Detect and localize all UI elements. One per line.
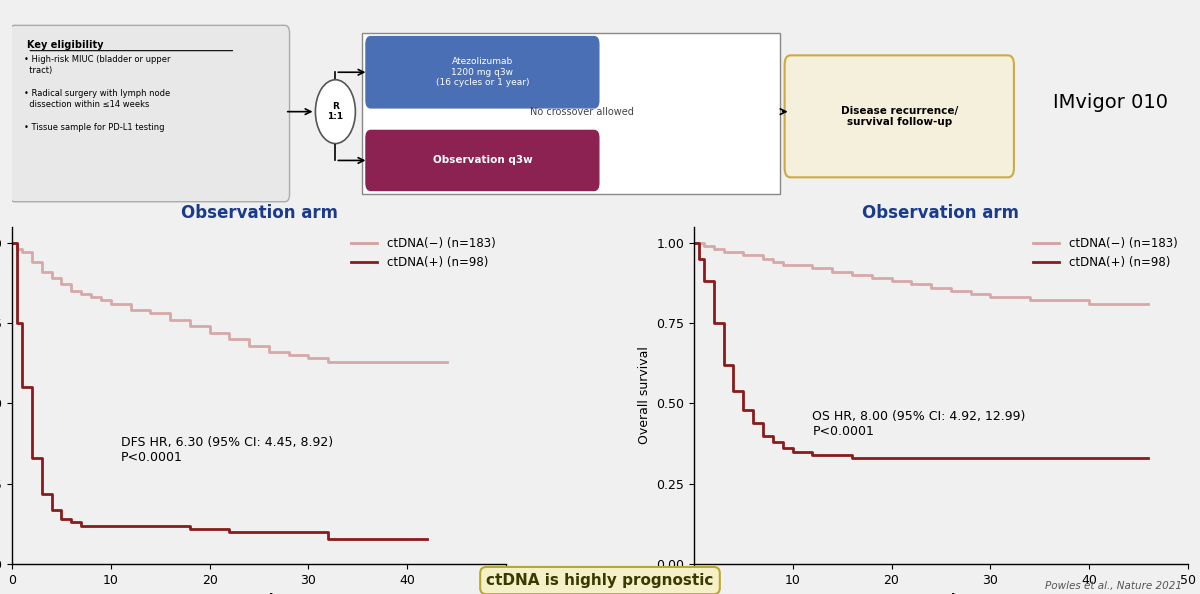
FancyBboxPatch shape <box>362 33 780 194</box>
Text: No crossover allowed: No crossover allowed <box>530 107 635 116</box>
Text: IMvigor 010: IMvigor 010 <box>1052 93 1168 112</box>
Text: ctDNA is highly prognostic: ctDNA is highly prognostic <box>486 573 714 588</box>
Text: OS HR, 8.00 (95% CI: 4.92, 12.99)
P<0.0001: OS HR, 8.00 (95% CI: 4.92, 12.99) P<0.00… <box>812 410 1026 438</box>
Text: R
1:1: R 1:1 <box>328 102 343 121</box>
Legend: ctDNA(−) (n=183), ctDNA(+) (n=98): ctDNA(−) (n=183), ctDNA(+) (n=98) <box>347 232 500 274</box>
Text: Atezolizumab
1200 mg q3w
(16 cycles or 1 year): Atezolizumab 1200 mg q3w (16 cycles or 1… <box>436 58 529 87</box>
FancyBboxPatch shape <box>785 55 1014 178</box>
FancyBboxPatch shape <box>366 131 599 191</box>
X-axis label: Months: Months <box>912 593 970 594</box>
Title: Observation arm: Observation arm <box>180 204 337 222</box>
Y-axis label: Overall survival: Overall survival <box>637 346 650 444</box>
Text: DFS HR, 6.30 (95% CI: 4.45, 8.92)
P<0.0001: DFS HR, 6.30 (95% CI: 4.45, 8.92) P<0.00… <box>121 435 332 463</box>
Text: Disease recurrence/
survival follow-up: Disease recurrence/ survival follow-up <box>841 106 958 127</box>
Text: Key eligibility: Key eligibility <box>28 40 103 50</box>
FancyBboxPatch shape <box>366 37 599 108</box>
FancyBboxPatch shape <box>10 26 289 202</box>
Text: • Radical surgery with lymph node
  dissection within ≤14 weeks: • Radical surgery with lymph node dissec… <box>24 89 170 109</box>
Title: Observation arm: Observation arm <box>863 204 1020 222</box>
X-axis label: Months: Months <box>230 593 288 594</box>
Text: • High-risk MIUC (bladder or upper
  tract): • High-risk MIUC (bladder or upper tract… <box>24 55 170 75</box>
Text: Powles et al., Nature 2021: Powles et al., Nature 2021 <box>1045 581 1182 591</box>
Text: Observation q3w: Observation q3w <box>432 156 533 166</box>
Text: • Tissue sample for PD-L1 testing: • Tissue sample for PD-L1 testing <box>24 123 164 132</box>
Circle shape <box>316 80 355 144</box>
Legend: ctDNA(−) (n=183), ctDNA(+) (n=98): ctDNA(−) (n=183), ctDNA(+) (n=98) <box>1028 232 1182 274</box>
